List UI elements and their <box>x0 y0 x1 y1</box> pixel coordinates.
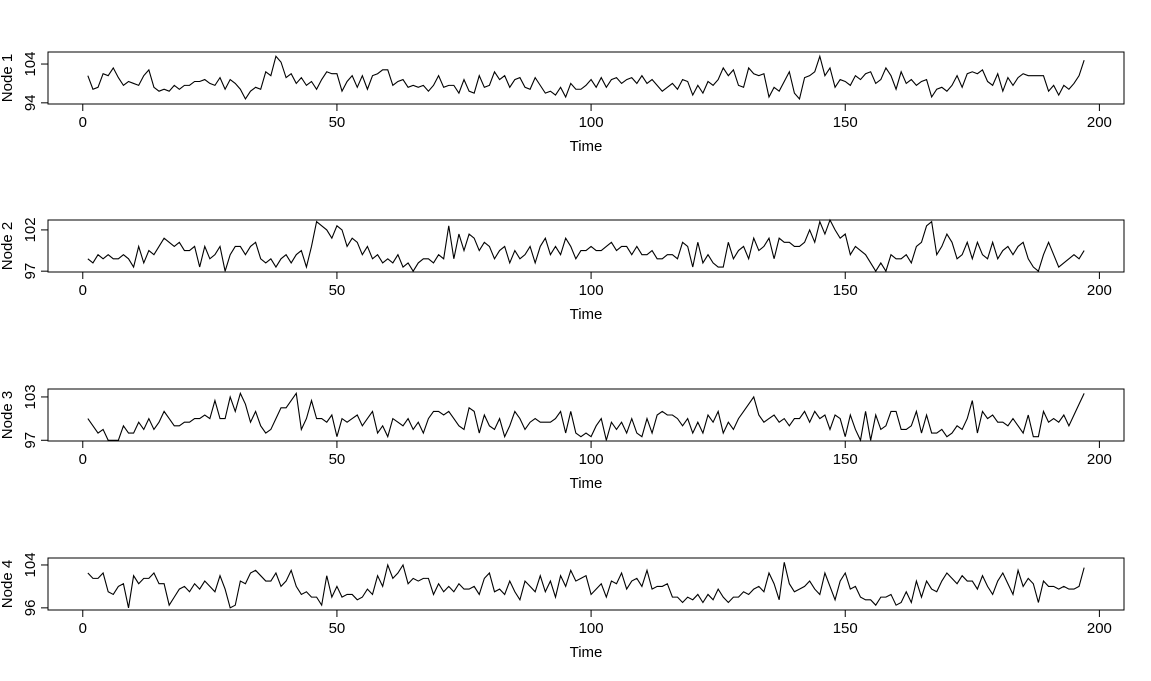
x-tick-label: 50 <box>329 114 346 131</box>
x-tick-label: 150 <box>833 114 858 131</box>
x-tick-label: 150 <box>833 282 858 299</box>
x-tick-label: 50 <box>329 282 346 299</box>
plot-frame <box>47 388 1125 442</box>
data-line <box>87 218 1085 273</box>
y-tick-label: 97 <box>22 432 39 449</box>
y-axis-label: Node 1 <box>0 54 16 102</box>
x-tick-label: 0 <box>79 282 87 299</box>
x-axis-label: Time <box>570 644 603 661</box>
y-tick-label: 97 <box>22 263 39 280</box>
plot-frame <box>47 557 1125 611</box>
x-tick-label: 150 <box>833 451 858 468</box>
data-line <box>87 391 1085 443</box>
plot-frame <box>47 219 1125 273</box>
y-tick-label: 104 <box>22 552 39 577</box>
y-tick-label: 103 <box>22 384 39 409</box>
x-axis-label: Time <box>570 306 603 323</box>
x-tick-label: 200 <box>1087 451 1112 468</box>
y-tick-label: 94 <box>22 94 39 111</box>
x-tick-label: 50 <box>329 620 346 637</box>
x-tick-label: 0 <box>79 451 87 468</box>
y-tick-label: 96 <box>22 600 39 617</box>
y-tick-label: 104 <box>22 52 39 77</box>
x-tick-label: 50 <box>329 451 346 468</box>
data-line <box>87 54 1085 101</box>
x-tick-label: 0 <box>79 620 87 637</box>
x-tick-label: 100 <box>579 620 604 637</box>
x-tick-label: 0 <box>79 114 87 131</box>
y-axis-label: Node 2 <box>0 222 16 270</box>
y-axis-label: Node 3 <box>0 391 16 439</box>
x-tick-label: 100 <box>579 282 604 299</box>
x-axis-label: Time <box>570 475 603 492</box>
x-axis-label: Time <box>570 138 603 155</box>
plot-frame <box>47 51 1125 105</box>
x-tick-label: 200 <box>1087 114 1112 131</box>
x-tick-label: 100 <box>579 114 604 131</box>
x-tick-label: 200 <box>1087 620 1112 637</box>
y-tick-label: 102 <box>22 217 39 242</box>
data-line <box>87 562 1085 609</box>
y-axis-label: Node 4 <box>0 560 16 608</box>
x-tick-label: 200 <box>1087 282 1112 299</box>
x-tick-label: 100 <box>579 451 604 468</box>
x-tick-label: 150 <box>833 620 858 637</box>
